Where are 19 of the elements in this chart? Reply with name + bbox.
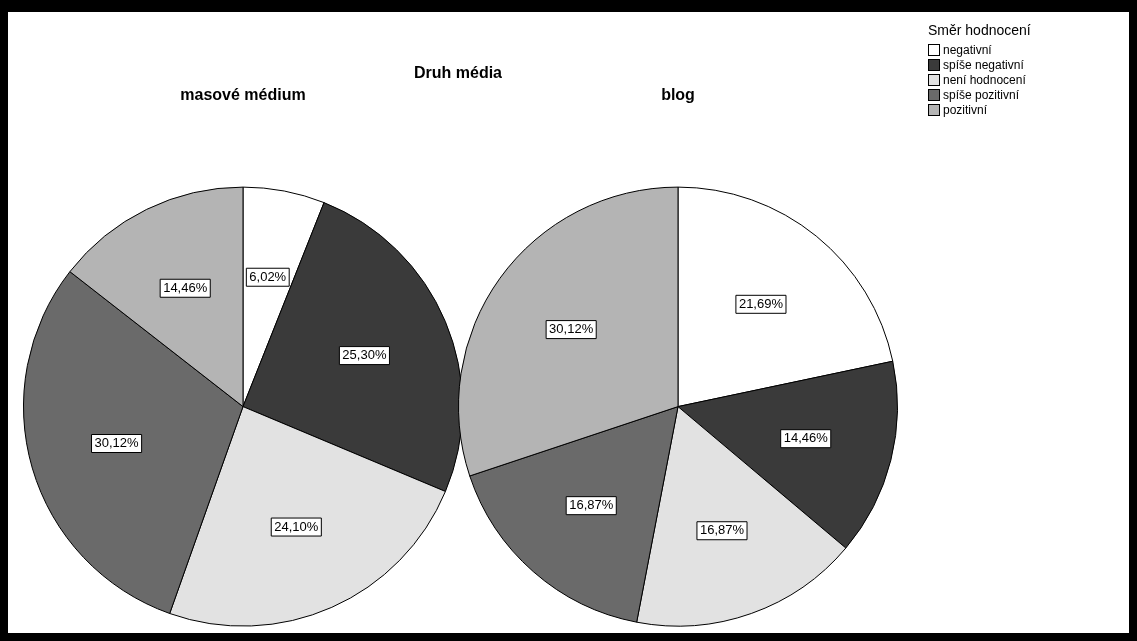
data-label: 14,46%	[783, 430, 829, 446]
legend-label: není hodnocení	[943, 72, 1026, 87]
data-label: 16,87%	[569, 497, 614, 513]
legend-label: spíše pozitivní	[943, 87, 1020, 102]
text: masové médium	[180, 86, 306, 104]
data-label: 30,12%	[94, 435, 140, 451]
data-label: 30,12%	[549, 321, 594, 337]
text: Druh média	[413, 64, 503, 82]
data-label: 16,87%	[699, 522, 745, 538]
legend-title: Směr hodnocení	[928, 22, 1032, 38]
data-label: 25,30%	[342, 347, 387, 363]
legend-label: spíše negativní	[943, 57, 1024, 72]
data-label: 24,10%	[274, 518, 319, 534]
legend-label: negativní	[943, 42, 992, 57]
data-label: 6,02%	[249, 268, 287, 284]
data-label: 21,69%	[738, 295, 784, 311]
chart-subtitle: blog	[661, 86, 695, 104]
data-label: 14,46%	[163, 279, 208, 295]
legend-label: pozitivní	[943, 102, 988, 117]
